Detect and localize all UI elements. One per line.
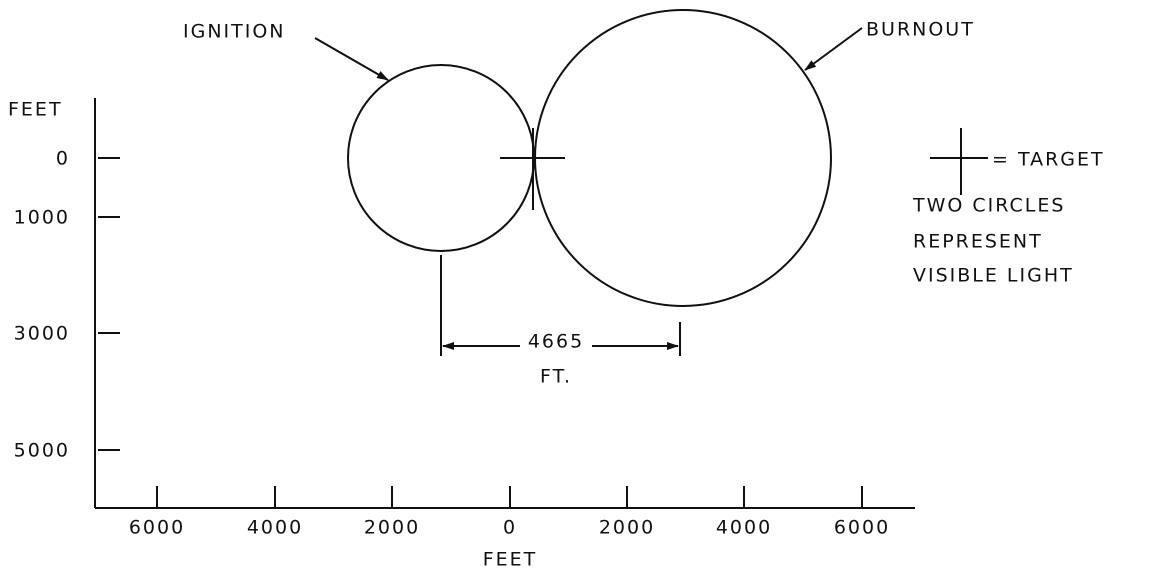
x-tick-label: 4000: [716, 517, 772, 539]
dimension-unit: FT.: [540, 366, 572, 388]
legend-note: REPRESENT: [913, 231, 1043, 253]
y-tick-label: 1000: [14, 207, 70, 229]
x-tick-label: 6000: [129, 517, 185, 539]
burnout-arrow: [804, 27, 863, 71]
x-tick-label: 2000: [599, 517, 655, 539]
legend-note: VISIBLE LIGHT: [913, 265, 1074, 287]
ignition-label: IGNITION: [183, 21, 286, 43]
legend-text: = TARGET: [992, 149, 1105, 171]
legend-note: TWO CIRCLES: [912, 195, 1065, 217]
y-tick-label: 5000: [14, 440, 70, 462]
x-tick-label: 0: [503, 517, 517, 539]
axes: [94, 98, 915, 509]
y-tick-label: 0: [56, 148, 70, 170]
y-tick-label: 3000: [14, 323, 70, 345]
dimension-value: 4665: [528, 331, 584, 353]
burnout-label: BURNOUT: [866, 19, 975, 41]
x-axis-label: FEET: [483, 549, 538, 571]
burnout-circle: [534, 9, 832, 307]
x-tick-label: 2000: [364, 517, 420, 539]
x-tick-label: 4000: [247, 517, 303, 539]
x-tick-label: 6000: [834, 517, 890, 539]
y-axis-label: FEET: [8, 99, 63, 121]
ignition-arrow: [314, 37, 389, 81]
